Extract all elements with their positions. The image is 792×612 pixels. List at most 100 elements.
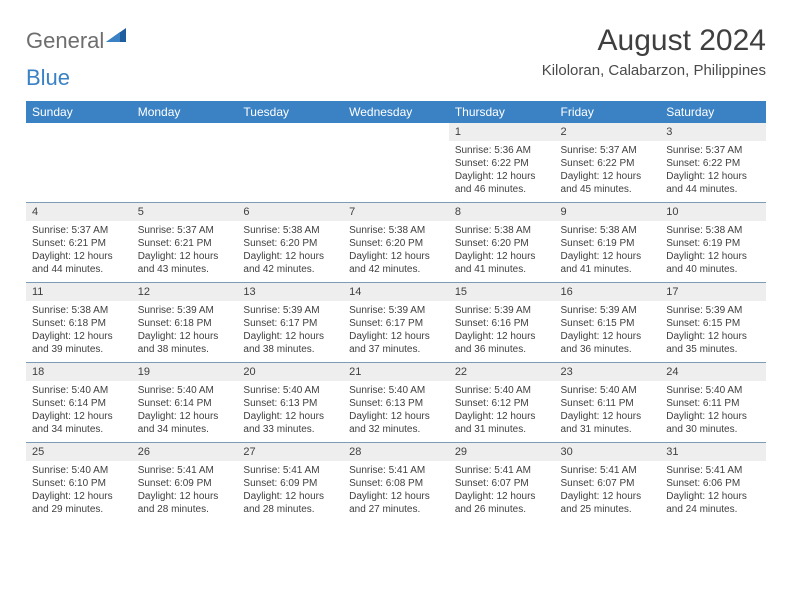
day-details: Sunrise: 5:40 AMSunset: 6:11 PMDaylight:… xyxy=(660,381,766,442)
sunrise-line: Sunrise: 5:37 AM xyxy=(138,224,232,237)
day-number-band xyxy=(343,123,449,139)
calendar-cell: 30Sunrise: 5:41 AMSunset: 6:07 PMDayligh… xyxy=(555,442,661,522)
sunset-line: Sunset: 6:22 PM xyxy=(455,157,549,170)
calendar-cell: 12Sunrise: 5:39 AMSunset: 6:18 PMDayligh… xyxy=(132,282,238,362)
day-details: Sunrise: 5:39 AMSunset: 6:17 PMDaylight:… xyxy=(343,301,449,362)
day-number-band: 15 xyxy=(449,282,555,301)
day-details: Sunrise: 5:40 AMSunset: 6:12 PMDaylight:… xyxy=(449,381,555,442)
calendar-cell: 17Sunrise: 5:39 AMSunset: 6:15 PMDayligh… xyxy=(660,282,766,362)
day-number-band xyxy=(237,123,343,139)
sunrise-line: Sunrise: 5:40 AM xyxy=(349,384,443,397)
sunset-line: Sunset: 6:22 PM xyxy=(561,157,655,170)
calendar-week: 11Sunrise: 5:38 AMSunset: 6:18 PMDayligh… xyxy=(26,282,766,362)
sunset-line: Sunset: 6:20 PM xyxy=(349,237,443,250)
day-number-band: 19 xyxy=(132,362,238,381)
sunrise-line: Sunrise: 5:41 AM xyxy=(243,464,337,477)
dow-thursday: Thursday xyxy=(449,101,555,123)
sunrise-line: Sunrise: 5:39 AM xyxy=(243,304,337,317)
sunrise-line: Sunrise: 5:38 AM xyxy=(561,224,655,237)
day-details xyxy=(343,139,449,199)
day-number-band: 4 xyxy=(26,202,132,221)
day-number-band: 26 xyxy=(132,442,238,461)
calendar-cell: 4Sunrise: 5:37 AMSunset: 6:21 PMDaylight… xyxy=(26,202,132,282)
sunset-line: Sunset: 6:11 PM xyxy=(666,397,760,410)
day-number-band: 13 xyxy=(237,282,343,301)
sunset-line: Sunset: 6:13 PM xyxy=(349,397,443,410)
daylight-line: Daylight: 12 hours and 46 minutes. xyxy=(455,170,549,196)
day-details: Sunrise: 5:37 AMSunset: 6:22 PMDaylight:… xyxy=(660,141,766,202)
calendar-cell: 6Sunrise: 5:38 AMSunset: 6:20 PMDaylight… xyxy=(237,202,343,282)
sunrise-line: Sunrise: 5:40 AM xyxy=(666,384,760,397)
day-number-band xyxy=(26,123,132,139)
day-number-band: 21 xyxy=(343,362,449,381)
day-number-band: 20 xyxy=(237,362,343,381)
calendar-cell: 10Sunrise: 5:38 AMSunset: 6:19 PMDayligh… xyxy=(660,202,766,282)
title-block: August 2024 Kiloloran, Calabarzon, Phili… xyxy=(542,24,766,79)
sunset-line: Sunset: 6:11 PM xyxy=(561,397,655,410)
daylight-line: Daylight: 12 hours and 44 minutes. xyxy=(666,170,760,196)
sunrise-line: Sunrise: 5:38 AM xyxy=(666,224,760,237)
day-number-band: 2 xyxy=(555,123,661,141)
sunrise-line: Sunrise: 5:39 AM xyxy=(455,304,549,317)
day-details: Sunrise: 5:38 AMSunset: 6:20 PMDaylight:… xyxy=(343,221,449,282)
calendar-table: Sunday Monday Tuesday Wednesday Thursday… xyxy=(26,101,766,522)
calendar-cell: 26Sunrise: 5:41 AMSunset: 6:09 PMDayligh… xyxy=(132,442,238,522)
sunset-line: Sunset: 6:09 PM xyxy=(243,477,337,490)
calendar-week: 25Sunrise: 5:40 AMSunset: 6:10 PMDayligh… xyxy=(26,442,766,522)
sunset-line: Sunset: 6:14 PM xyxy=(32,397,126,410)
day-number-band: 9 xyxy=(555,202,661,221)
calendar-cell: 16Sunrise: 5:39 AMSunset: 6:15 PMDayligh… xyxy=(555,282,661,362)
day-number-band: 8 xyxy=(449,202,555,221)
sunrise-line: Sunrise: 5:39 AM xyxy=(349,304,443,317)
sunrise-line: Sunrise: 5:40 AM xyxy=(138,384,232,397)
calendar-cell: 27Sunrise: 5:41 AMSunset: 6:09 PMDayligh… xyxy=(237,442,343,522)
day-number-band: 6 xyxy=(237,202,343,221)
day-details: Sunrise: 5:38 AMSunset: 6:18 PMDaylight:… xyxy=(26,301,132,362)
day-number-band: 29 xyxy=(449,442,555,461)
day-details: Sunrise: 5:38 AMSunset: 6:19 PMDaylight:… xyxy=(555,221,661,282)
daylight-line: Daylight: 12 hours and 40 minutes. xyxy=(666,250,760,276)
calendar-cell: 29Sunrise: 5:41 AMSunset: 6:07 PMDayligh… xyxy=(449,442,555,522)
daylight-line: Daylight: 12 hours and 38 minutes. xyxy=(138,330,232,356)
day-details: Sunrise: 5:40 AMSunset: 6:13 PMDaylight:… xyxy=(343,381,449,442)
calendar-cell: 5Sunrise: 5:37 AMSunset: 6:21 PMDaylight… xyxy=(132,202,238,282)
calendar-cell: 3Sunrise: 5:37 AMSunset: 6:22 PMDaylight… xyxy=(660,123,766,202)
sunrise-line: Sunrise: 5:37 AM xyxy=(666,144,760,157)
day-details: Sunrise: 5:40 AMSunset: 6:10 PMDaylight:… xyxy=(26,461,132,522)
day-number-band xyxy=(132,123,238,139)
daylight-line: Daylight: 12 hours and 31 minutes. xyxy=(455,410,549,436)
sunrise-line: Sunrise: 5:40 AM xyxy=(243,384,337,397)
day-number-band: 28 xyxy=(343,442,449,461)
calendar-cell: 18Sunrise: 5:40 AMSunset: 6:14 PMDayligh… xyxy=(26,362,132,442)
daylight-line: Daylight: 12 hours and 27 minutes. xyxy=(349,490,443,516)
dow-sunday: Sunday xyxy=(26,101,132,123)
day-details: Sunrise: 5:37 AMSunset: 6:21 PMDaylight:… xyxy=(132,221,238,282)
calendar-cell: 25Sunrise: 5:40 AMSunset: 6:10 PMDayligh… xyxy=(26,442,132,522)
day-details: Sunrise: 5:39 AMSunset: 6:15 PMDaylight:… xyxy=(555,301,661,362)
daylight-line: Daylight: 12 hours and 36 minutes. xyxy=(455,330,549,356)
day-number-band: 18 xyxy=(26,362,132,381)
day-number-band: 7 xyxy=(343,202,449,221)
calendar-cell xyxy=(132,123,238,202)
day-details: Sunrise: 5:39 AMSunset: 6:16 PMDaylight:… xyxy=(449,301,555,362)
calendar-week: 4Sunrise: 5:37 AMSunset: 6:21 PMDaylight… xyxy=(26,202,766,282)
sunrise-line: Sunrise: 5:39 AM xyxy=(138,304,232,317)
calendar-cell: 22Sunrise: 5:40 AMSunset: 6:12 PMDayligh… xyxy=(449,362,555,442)
day-of-week-row: Sunday Monday Tuesday Wednesday Thursday… xyxy=(26,101,766,123)
sunset-line: Sunset: 6:09 PM xyxy=(138,477,232,490)
day-number-band: 11 xyxy=(26,282,132,301)
day-details: Sunrise: 5:37 AMSunset: 6:21 PMDaylight:… xyxy=(26,221,132,282)
day-number-band: 1 xyxy=(449,123,555,141)
daylight-line: Daylight: 12 hours and 44 minutes. xyxy=(32,250,126,276)
sunset-line: Sunset: 6:12 PM xyxy=(455,397,549,410)
dow-monday: Monday xyxy=(132,101,238,123)
sunset-line: Sunset: 6:18 PM xyxy=(32,317,126,330)
sunset-line: Sunset: 6:07 PM xyxy=(561,477,655,490)
sunrise-line: Sunrise: 5:37 AM xyxy=(32,224,126,237)
day-number-band: 24 xyxy=(660,362,766,381)
calendar-cell: 11Sunrise: 5:38 AMSunset: 6:18 PMDayligh… xyxy=(26,282,132,362)
day-number-band: 22 xyxy=(449,362,555,381)
day-details: Sunrise: 5:40 AMSunset: 6:14 PMDaylight:… xyxy=(132,381,238,442)
daylight-line: Daylight: 12 hours and 26 minutes. xyxy=(455,490,549,516)
calendar-cell: 23Sunrise: 5:40 AMSunset: 6:11 PMDayligh… xyxy=(555,362,661,442)
